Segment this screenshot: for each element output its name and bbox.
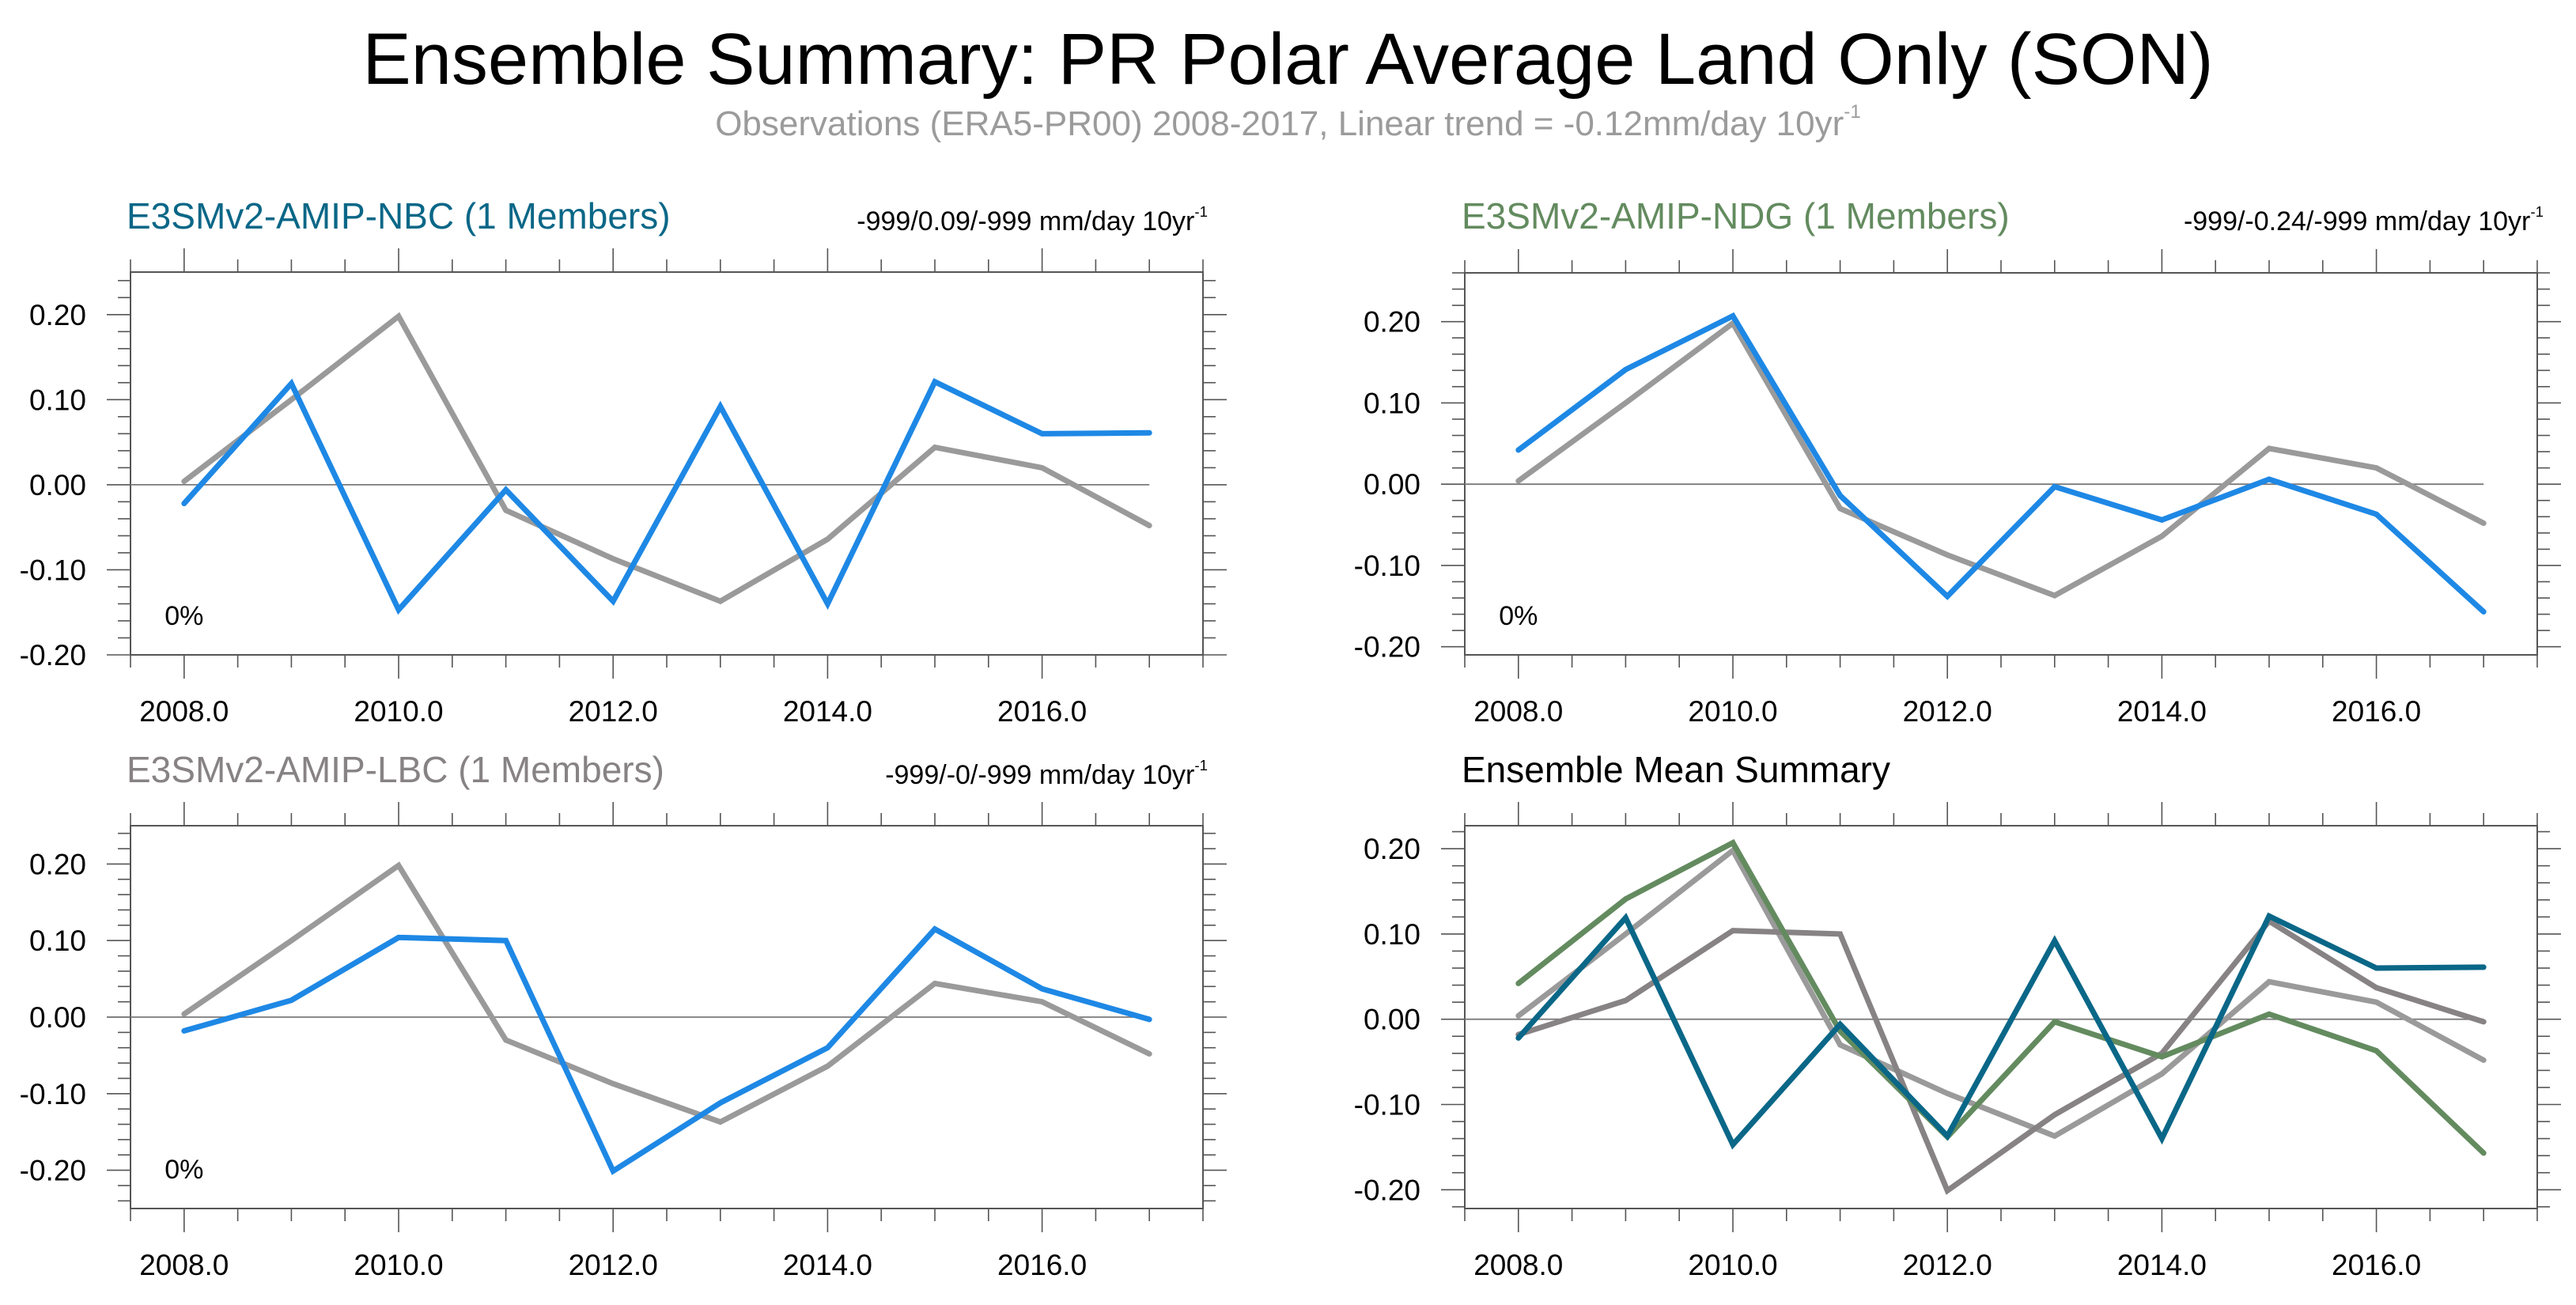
series-lbc <box>1515 917 2487 1195</box>
panel-trend-lbc: -999/-0/-999 mm/day 10yr-1 <box>885 758 1208 792</box>
trend-superscript: -1 <box>1194 203 1208 221</box>
x-tick-label: 2008.0 <box>139 1249 229 1281</box>
trend-superscript: -1 <box>1194 757 1208 774</box>
percent-annotation: 0% <box>165 601 203 631</box>
x-tick-label: 2010.0 <box>1688 695 1777 728</box>
series-line <box>1515 917 2487 1195</box>
x-tick-label: 2010.0 <box>1688 1249 1777 1281</box>
x-tick-label: 2012.0 <box>569 695 658 728</box>
y-tick-label: -0.20 <box>20 639 86 671</box>
trend-text: -999/-0/-999 mm/day 10yr <box>885 760 1195 790</box>
x-tick-label: 2014.0 <box>2117 1249 2207 1281</box>
panel-title-lbc: E3SMv2-AMIP-LBC (1 Members) <box>127 749 664 790</box>
x-tick-label: 2008.0 <box>1473 1249 1563 1281</box>
plot-frame <box>1464 272 2538 656</box>
y-tick-label: -0.10 <box>1354 1088 1420 1121</box>
panel-title-ndg: E3SMv2-AMIP-NDG (1 Members) <box>1462 195 2010 236</box>
y-tick-label: -0.10 <box>1354 550 1420 582</box>
x-tick-label: 2012.0 <box>569 1249 658 1281</box>
series-line <box>181 925 1152 1175</box>
series-obs <box>181 312 1152 605</box>
figure-subtitle: Observations (ERA5-PR00) 2008-2017, Line… <box>0 103 2576 146</box>
y-tick-label: 0.00 <box>29 1001 86 1034</box>
series-obs <box>1515 846 2487 1140</box>
panel-trend-ndg: -999/-0.24/-999 mm/day 10yr-1 <box>2184 204 2544 239</box>
plot-frame <box>130 271 1204 656</box>
y-tick-label: -0.10 <box>20 554 86 586</box>
trend-superscript: -1 <box>2530 203 2544 221</box>
x-tick-label: 2010.0 <box>354 1249 443 1281</box>
panel-ensemble: 2008.0 2010.0 2012.0 2014.0 2016.0 -0.20 -0.10… <box>1354 802 2561 1281</box>
y-tick-label: 0.10 <box>1364 918 1420 951</box>
x-tick-label: 2012.0 <box>1903 695 1992 728</box>
panel-title-ensemble: Ensemble Mean Summary <box>1462 749 1890 790</box>
x-tick-label: 2008.0 <box>139 695 229 728</box>
series-line <box>1515 846 2487 1140</box>
y-tick-label: 0.00 <box>29 469 86 501</box>
trend-text: -999/0.09/-999 mm/day 10yr <box>857 206 1195 236</box>
y-tick-label: 0.20 <box>1364 306 1420 339</box>
y-tick-label: -0.20 <box>20 1155 86 1187</box>
y-tick-label: -0.20 <box>1354 1174 1420 1206</box>
y-tick-label: -0.10 <box>20 1078 86 1110</box>
series-line <box>181 378 1152 615</box>
figure-title: Ensemble Summary: PR Polar Average Land … <box>362 19 2214 100</box>
panel-nbc: 2008.0 2010.0 2012.0 2014.0 2016.0 -0.20 -0.10… <box>20 248 1227 728</box>
series-line <box>181 312 1152 605</box>
panel-lbc: 2008.0 2010.0 2012.0 2014.0 2016.0 -0.20 -0.10… <box>20 802 1227 1281</box>
panel-ndg: 2008.0 2010.0 2012.0 2014.0 2016.0 -0.20 -0.10… <box>1354 249 2561 728</box>
y-tick-label: -0.20 <box>1354 631 1420 664</box>
y-tick-label: 0.20 <box>29 848 86 880</box>
trend-text: -999/-0.24/-999 mm/day 10yr <box>2183 206 2531 236</box>
series-obs <box>181 861 1152 1125</box>
x-tick-label: 2012.0 <box>1903 1249 1992 1281</box>
series-nbc <box>1515 912 2487 1150</box>
y-tick-label: 0.00 <box>1364 468 1420 501</box>
y-tick-label: 0.20 <box>29 299 86 331</box>
panel-title-nbc: E3SMv2-AMIP-NBC (1 Members) <box>127 195 671 236</box>
series-line <box>1515 312 2487 615</box>
x-tick-label: 2014.0 <box>2117 695 2207 728</box>
series-model_single <box>181 378 1152 615</box>
y-tick-label: 0.10 <box>29 925 86 957</box>
x-tick-label: 2008.0 <box>1473 695 1563 728</box>
y-tick-label: 0.00 <box>1364 1004 1420 1036</box>
subtitle-superscript: -1 <box>1844 101 1861 123</box>
series-line <box>181 861 1152 1125</box>
x-tick-label: 2016.0 <box>2332 1249 2421 1281</box>
x-tick-label: 2016.0 <box>2332 695 2421 728</box>
percent-annotation: 0% <box>1499 601 1538 631</box>
series-model_single <box>1515 312 2487 615</box>
series-line <box>1515 838 2487 1156</box>
x-tick-label: 2014.0 <box>783 695 872 728</box>
x-tick-label: 2014.0 <box>783 1249 872 1281</box>
x-tick-label: 2016.0 <box>997 1249 1087 1281</box>
x-tick-label: 2010.0 <box>354 695 443 728</box>
x-tick-label: 2016.0 <box>997 695 1087 728</box>
y-tick-label: 0.10 <box>29 384 86 416</box>
series-obs <box>1515 319 2487 599</box>
percent-annotation: 0% <box>165 1155 203 1185</box>
panel-trend-nbc: -999/0.09/-999 mm/day 10yr-1 <box>857 204 1208 239</box>
series-line <box>1515 319 2487 599</box>
y-tick-label: 0.20 <box>1364 833 1420 865</box>
series-line <box>1515 912 2487 1150</box>
subtitle-text: Observations (ERA5-PR00) 2008-2017, Line… <box>715 104 1844 143</box>
y-tick-label: 0.10 <box>1364 387 1420 419</box>
series-model_single <box>181 925 1152 1175</box>
